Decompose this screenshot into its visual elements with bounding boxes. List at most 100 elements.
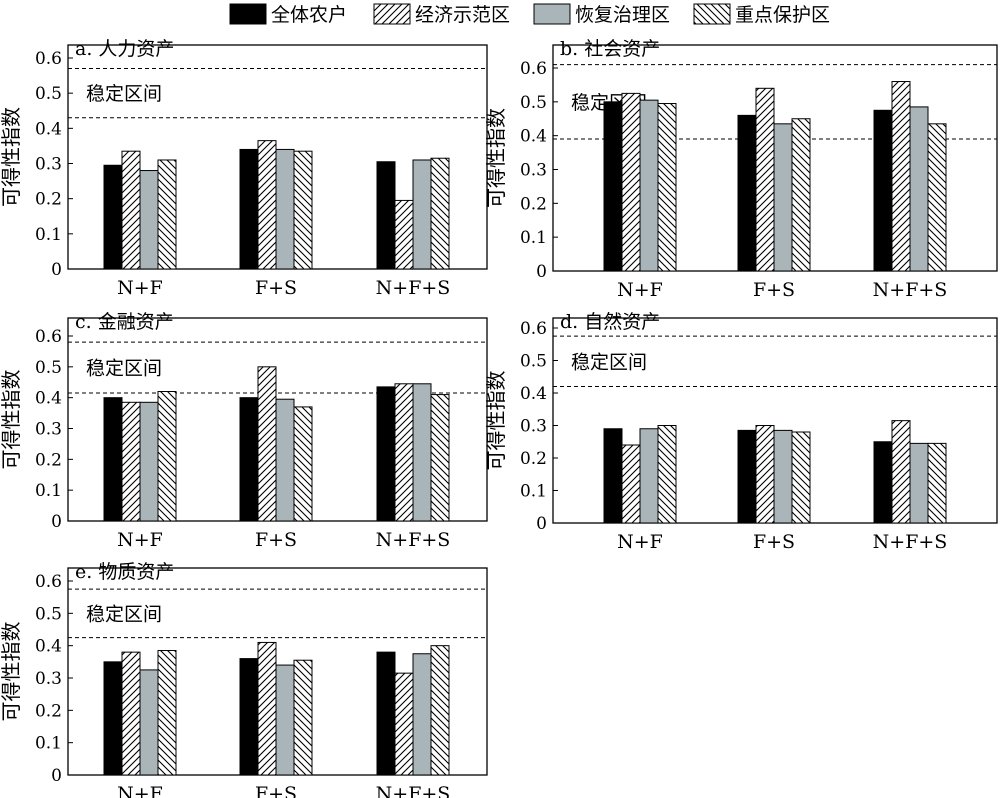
y-tick-label: 0.4 [35,119,62,139]
bar-all-0 [603,101,623,272]
y-tick-label: 0.2 [35,190,62,210]
bar-all-2 [376,651,396,776]
bar-all-0 [103,164,123,270]
bar-protect-2 [927,123,947,272]
bar-all-0 [103,397,123,522]
stable-interval-label: 稳定区间 [571,351,647,373]
y-tick-label: 0.4 [35,637,62,657]
y-axis-label: 可得性指数 [484,108,508,208]
stable-interval-label: 稳定区间 [86,603,162,625]
bar-restore-0 [639,428,659,524]
y-tick-label: 0.4 [520,127,547,147]
y-tick-label: 0 [51,766,62,786]
bar-protect-2 [430,394,450,522]
legend-item-protect: 重点保护区 [693,3,830,26]
x-category-label: N+F [117,277,163,299]
y-tick-label: 0.3 [520,417,547,437]
bar-all-0 [603,428,623,524]
y-tick-label: 0.6 [35,572,62,592]
bar-restore-2 [412,653,432,776]
legend-swatch-econ [373,3,411,25]
y-tick-label: 0.5 [35,604,62,624]
bar-protect-0 [157,159,177,270]
y-axis-label: 可得性指数 [0,107,23,207]
panel-title: a. 人力资产 [75,38,174,60]
y-tick-label: 0.5 [35,84,62,104]
y-tick-label: 0 [51,512,62,532]
bar-econ-2 [394,199,414,270]
bar-protect-1 [791,118,811,272]
x-category-label: N+F+S [376,529,451,551]
y-tick-label: 0.5 [520,352,547,372]
y-tick-label: 0.3 [520,161,547,181]
y-tick-label: 0.2 [520,449,547,469]
legend-label-protect: 重点保护区 [735,4,830,26]
bar-protect-0 [657,103,677,272]
y-tick-label: 0.3 [35,669,62,689]
bar-all-1 [737,429,757,524]
y-tick-label: 0.1 [35,734,62,754]
bar-all-0 [103,661,123,776]
x-category-label: F+S [753,279,795,301]
bar-econ-1 [257,366,277,522]
bar-protect-1 [293,150,313,270]
bar-all-2 [873,109,893,272]
bar-protect-2 [927,442,947,524]
panel-title: e. 物质资产 [75,561,174,583]
bar-restore-1 [773,123,793,272]
bar-all-2 [873,441,893,524]
bar-all-1 [239,148,259,270]
x-category-label: N+F [117,783,163,798]
bar-econ-0 [621,444,641,524]
x-category-label: F+S [255,529,297,551]
y-tick-label: 0 [536,514,547,534]
x-category-label: N+F [617,531,663,553]
y-axis-label: 可得性指数 [484,371,508,471]
y-tick-label: 0.1 [520,482,547,502]
legend-label-econ: 经济示范区 [415,4,510,26]
stable-interval-label: 稳定区间 [86,83,162,105]
bar-all-1 [239,397,259,522]
bar-restore-1 [773,429,793,524]
y-tick-label: 0.5 [35,358,62,378]
bar-econ-2 [891,420,911,524]
stable-interval-label: 稳定区间 [86,358,162,380]
bar-econ-1 [755,425,775,524]
panel-title: d. 自然资产 [560,311,660,333]
bar-econ-2 [394,383,414,522]
y-tick-label: 0.1 [35,225,62,245]
bar-econ-1 [257,641,277,776]
bar-econ-0 [121,150,141,270]
legend-label-all: 全体农户 [271,4,347,26]
bar-econ-1 [257,140,277,270]
legend-swatch-restore [533,3,571,25]
bar-restore-2 [909,442,929,524]
x-category-label: N+F+S [873,279,948,301]
y-axis-label: 可得性指数 [0,370,23,470]
legend-label-restore: 恢复治理区 [575,4,670,26]
panel-title: c. 金融资产 [75,311,174,333]
y-tick-label: 0.6 [35,327,62,347]
bar-restore-0 [139,669,159,776]
bar-econ-0 [121,401,141,522]
x-category-label: F+S [753,531,795,553]
legend: 全体农户 经济示范区 恢复治理区 重点保护区 [229,3,830,26]
bar-econ-2 [394,672,414,776]
y-axis-label: 可得性指数 [0,622,23,722]
panel-title: b. 社会资产 [560,38,660,60]
bar-econ-1 [755,87,775,272]
bar-restore-1 [275,148,295,270]
y-tick-label: 0.4 [520,384,547,404]
bar-econ-0 [121,651,141,776]
bar-protect-0 [157,391,177,522]
y-tick-label: 0 [536,262,547,282]
bar-protect-0 [157,650,177,776]
bar-restore-1 [275,398,295,522]
y-tick-label: 0.1 [35,481,62,501]
legend-item-restore: 恢复治理区 [533,3,670,26]
y-tick-label: 0.2 [35,701,62,721]
